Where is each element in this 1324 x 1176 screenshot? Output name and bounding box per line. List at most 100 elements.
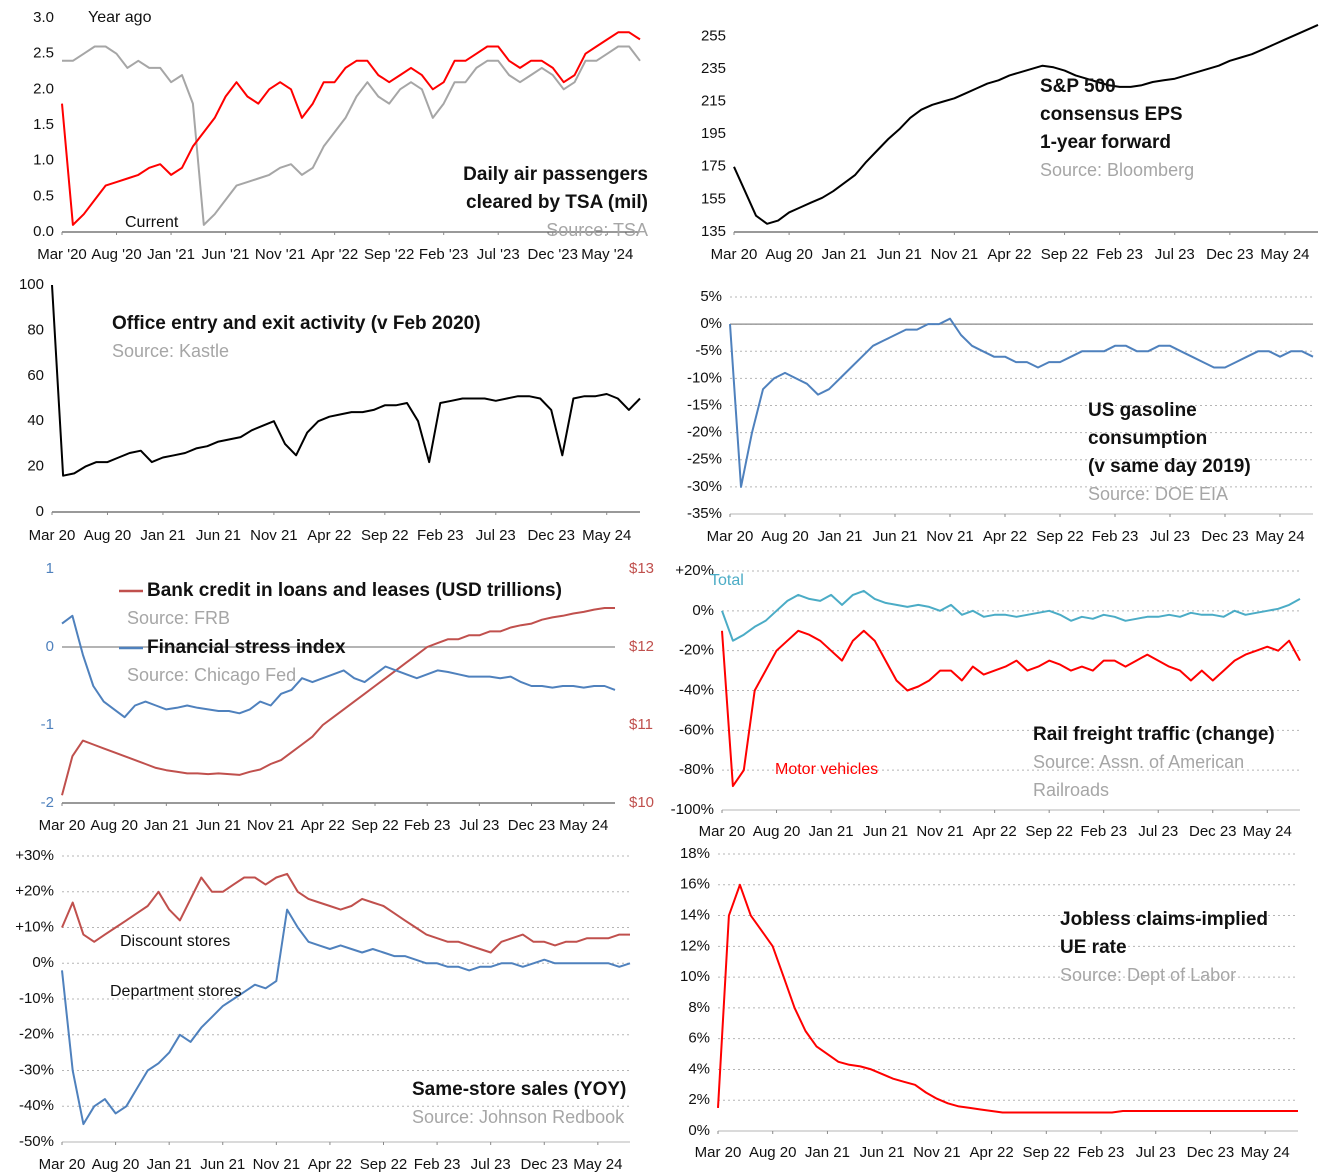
y-tick-label: 10% — [680, 968, 710, 985]
chart-source: Source: Kastle — [112, 341, 229, 361]
chart-title: UE rate — [1060, 937, 1127, 958]
y-tick-label: 215 — [701, 93, 726, 110]
y-tick-label: 255 — [701, 27, 726, 44]
series-line — [62, 45, 641, 226]
chart-title: consumption — [1088, 428, 1207, 449]
y-tick-label: 18% — [680, 845, 710, 862]
y-tick-label: 16% — [680, 876, 710, 893]
x-tick-label: May 24 — [1255, 528, 1304, 545]
x-tick-label: Jul 23 — [1136, 1144, 1176, 1161]
x-tick-label: Apr '22 — [311, 246, 358, 263]
x-tick-label: Dec 23 — [1187, 1144, 1235, 1161]
series-label: Discount stores — [120, 933, 230, 950]
x-tick-label: Apr 22 — [983, 528, 1027, 545]
y-tick-label: -10% — [687, 369, 722, 386]
x-tick-label: May 24 — [1243, 823, 1292, 840]
x-tick-label: Mar 20 — [695, 1144, 742, 1161]
y-tick-label: +20% — [675, 562, 714, 579]
x-tick-label: Apr 22 — [969, 1144, 1013, 1161]
y-tick-label: 0% — [700, 315, 722, 332]
series-label: Motor vehicles — [775, 761, 878, 778]
y-tick-label: 0 — [36, 503, 44, 520]
x-tick-label: Jun 21 — [872, 528, 917, 545]
x-tick-label: Sep 22 — [1041, 246, 1089, 263]
y-tick-label: 1.5 — [33, 116, 54, 133]
chart-source: Source: Bloomberg — [1040, 160, 1194, 180]
y-tick-label: +10% — [15, 918, 54, 935]
series-line — [717, 883, 1298, 1114]
chart-title: Daily air passengers — [463, 164, 648, 185]
x-tick-label: Mar 20 — [29, 527, 76, 544]
x-tick-label: Jan 21 — [144, 817, 189, 834]
series-line — [61, 31, 641, 226]
series-label: Year ago — [88, 9, 152, 26]
chart-source: Source: DOE EIA — [1088, 484, 1228, 504]
x-tick-label: Jun 21 — [200, 1156, 245, 1173]
x-tick-label: May 24 — [582, 527, 631, 544]
y-tick-label: -10% — [19, 990, 54, 1007]
y-tick-label: -20% — [19, 1026, 54, 1043]
x-tick-label: Jun 21 — [196, 817, 241, 834]
y-tick-label: 5% — [700, 288, 722, 305]
series-label: Department stores — [110, 983, 242, 1000]
y-tick-label: -60% — [679, 721, 714, 738]
x-tick-label: Feb 23 — [414, 1156, 461, 1173]
y-tick-label: 60 — [27, 367, 44, 384]
chart-source: Source: TSA — [546, 220, 648, 240]
y-tick-label: 2% — [688, 1091, 710, 1108]
x-tick-label: Jul 23 — [1150, 528, 1190, 545]
x-tick-label: Sep 22 — [351, 817, 399, 834]
x-tick-label: Sep 22 — [1025, 823, 1073, 840]
x-tick-label: Jul 23 — [476, 527, 516, 544]
y-tick-label: 100 — [19, 276, 44, 293]
x-tick-label: Dec 23 — [1189, 823, 1237, 840]
x-tick-label: Jul 23 — [1138, 823, 1178, 840]
y-tick-label: -80% — [679, 761, 714, 778]
y2-tick-label: $11 — [629, 716, 653, 733]
x-tick-label: May 24 — [559, 817, 608, 834]
chart-title: cleared by TSA (mil) — [466, 192, 648, 213]
x-tick-label: Mar 20 — [699, 823, 746, 840]
series-label: Current — [125, 214, 179, 231]
chart-title: US gasoline — [1088, 400, 1197, 421]
y-tick-label: 12% — [680, 937, 710, 954]
series-line — [733, 23, 1319, 225]
y-tick-label: 195 — [701, 125, 726, 142]
legend-label: Financial stress index — [147, 637, 346, 658]
x-tick-label: Jun 21 — [196, 527, 241, 544]
chart-title: 1-year forward — [1040, 132, 1171, 153]
x-tick-label: Aug 20 — [84, 527, 132, 544]
x-tick-label: Jun 21 — [860, 1144, 905, 1161]
x-tick-label: Apr 22 — [301, 817, 345, 834]
series-line — [61, 908, 631, 1126]
x-tick-label: Nov '21 — [255, 246, 305, 263]
chart-title: (v same day 2019) — [1088, 456, 1251, 477]
x-tick-label: Jul 23 — [459, 817, 499, 834]
y-tick-label: -30% — [687, 478, 722, 495]
y2-tick-label: $13 — [629, 560, 654, 577]
x-tick-label: Aug 20 — [753, 823, 801, 840]
x-tick-label: Aug 20 — [761, 528, 809, 545]
x-tick-label: Jul 23 — [1155, 246, 1195, 263]
y-tick-label: 40 — [27, 412, 44, 429]
y-tick-label: 20 — [27, 458, 44, 475]
x-tick-label: Feb 23 — [1080, 823, 1127, 840]
x-tick-label: Aug '20 — [91, 246, 141, 263]
x-tick-label: Sep '22 — [364, 246, 414, 263]
y-tick-label: 235 — [701, 60, 726, 77]
x-tick-label: Apr 22 — [307, 527, 351, 544]
y-tick-label: -50% — [19, 1133, 54, 1150]
x-tick-label: Nov 21 — [916, 823, 964, 840]
y-tick-label: 0 — [46, 638, 54, 655]
chart-source: Source: Johnson Redbook — [412, 1107, 625, 1127]
y-tick-label: -5% — [695, 342, 722, 359]
chart-source: Railroads — [1033, 780, 1109, 800]
x-tick-label: Apr 22 — [973, 823, 1017, 840]
y-tick-label: 0% — [692, 602, 714, 619]
x-tick-label: Dec 23 — [1206, 246, 1254, 263]
x-tick-label: Dec '23 — [528, 246, 578, 263]
x-tick-label: Mar 20 — [39, 1156, 86, 1173]
series-line — [51, 284, 641, 477]
series-line — [61, 607, 615, 796]
legend-source: Source: Chicago Fed — [127, 665, 296, 685]
